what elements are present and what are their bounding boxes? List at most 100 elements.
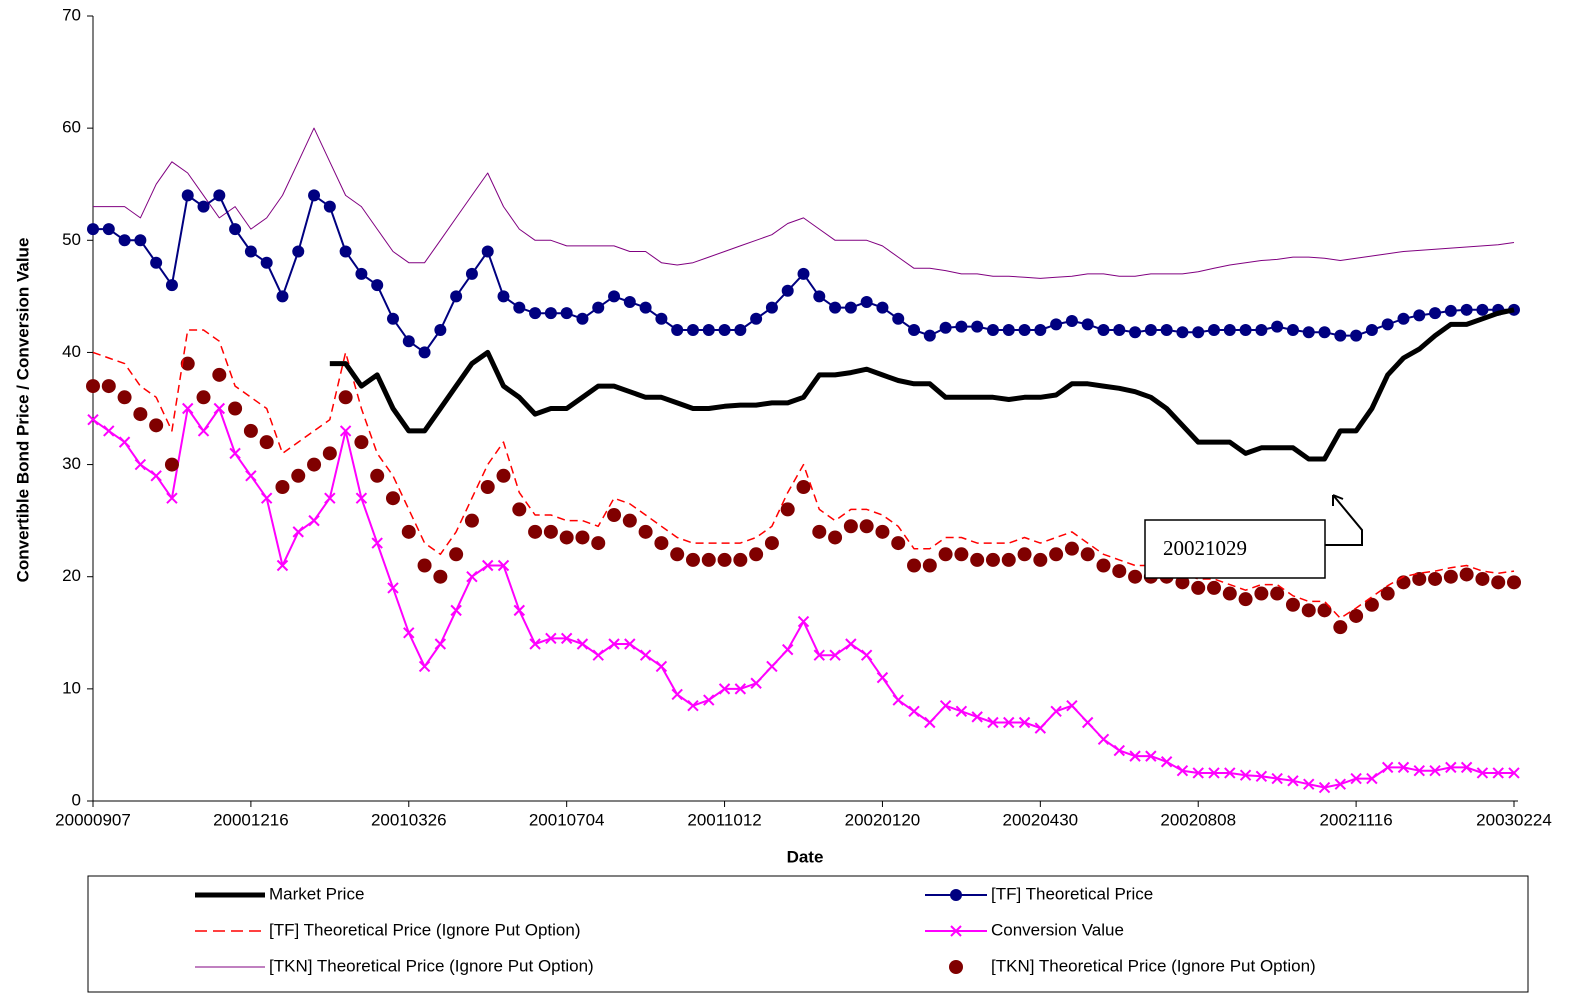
point-marker <box>1286 324 1299 336</box>
y-tick-label: 70 <box>62 5 81 24</box>
point-marker <box>339 425 352 437</box>
point-marker <box>150 470 162 482</box>
point-marker <box>971 320 984 333</box>
point-marker <box>276 559 289 572</box>
x-tick-label: 20020120 <box>845 810 921 829</box>
point-marker <box>1129 750 1141 762</box>
point-marker <box>750 677 762 689</box>
y-tick-label: 10 <box>62 678 81 697</box>
point-marker <box>213 189 226 202</box>
point-marker <box>245 470 257 482</box>
point-marker <box>385 491 400 506</box>
point-marker <box>418 346 431 359</box>
point-marker <box>608 290 621 303</box>
point-marker <box>1017 547 1032 562</box>
point-marker <box>449 547 464 562</box>
point-marker <box>433 569 448 584</box>
point-marker <box>576 638 589 650</box>
point-marker <box>450 290 463 303</box>
legend-label: [TF] Theoretical Price (Ignore Put Optio… <box>269 920 580 939</box>
point-marker <box>1301 603 1316 618</box>
point-marker <box>939 321 952 334</box>
annotation-arrow <box>1325 494 1363 546</box>
legend-marker <box>949 960 963 974</box>
point-marker <box>1459 567 1474 582</box>
point-marker <box>513 604 526 617</box>
point-marker <box>482 559 494 572</box>
point-marker <box>860 649 873 661</box>
point-marker <box>197 425 210 437</box>
point-marker <box>386 312 399 325</box>
point-marker <box>780 502 795 517</box>
point-marker <box>1254 586 1269 601</box>
point-marker <box>1381 318 1394 331</box>
point-marker <box>1507 575 1521 590</box>
point-marker <box>924 716 936 729</box>
point-marker <box>1239 324 1252 336</box>
point-marker <box>464 513 479 528</box>
point-marker <box>782 643 794 656</box>
point-marker <box>1192 767 1204 779</box>
point-marker <box>1113 744 1125 757</box>
point-marker <box>655 660 668 673</box>
point-marker <box>229 223 242 236</box>
point-marker <box>196 390 211 405</box>
point-marker <box>844 301 857 314</box>
point-marker <box>1018 324 1031 336</box>
point-marker <box>1081 716 1094 729</box>
point-marker <box>292 526 304 538</box>
point-marker <box>638 524 653 539</box>
point-marker <box>1443 569 1458 584</box>
point-marker <box>1208 767 1220 779</box>
point-marker <box>1081 318 1094 331</box>
point-marker <box>1255 324 1268 336</box>
point-marker <box>1033 552 1048 567</box>
point-marker <box>529 307 542 320</box>
point-marker <box>1287 775 1299 787</box>
point-marker <box>908 705 920 717</box>
point-marker <box>512 502 527 517</box>
point-marker <box>1350 329 1363 342</box>
point-marker <box>134 458 147 471</box>
point-marker <box>1412 571 1427 586</box>
point-marker <box>213 402 226 415</box>
point-marker <box>1066 699 1078 712</box>
point-marker <box>465 267 478 280</box>
point-marker <box>1001 552 1016 567</box>
point-marker <box>923 329 936 342</box>
point-marker <box>307 457 322 472</box>
point-marker <box>529 638 541 650</box>
point-marker <box>243 423 258 438</box>
point-marker <box>339 245 352 258</box>
point-marker <box>1097 324 1110 336</box>
point-marker <box>1318 326 1331 339</box>
point-marker <box>1129 326 1142 339</box>
y-tick-label: 40 <box>62 342 81 361</box>
point-marker <box>560 632 573 645</box>
point-marker <box>559 530 574 545</box>
point-marker <box>829 301 842 314</box>
legend-marker <box>950 925 962 937</box>
point-marker <box>1224 767 1236 779</box>
point-marker <box>1034 722 1047 734</box>
point-marker <box>1160 756 1173 768</box>
point-marker <box>481 245 494 258</box>
point-marker <box>1445 761 1457 774</box>
point-marker <box>1050 705 1062 717</box>
point-marker <box>291 468 306 483</box>
point-marker <box>686 324 699 336</box>
point-marker <box>954 547 969 562</box>
point-marker <box>324 492 336 504</box>
point-marker <box>796 480 811 494</box>
point-marker <box>1144 324 1157 336</box>
point-marker <box>418 660 431 673</box>
point-marker <box>892 312 905 325</box>
point-marker <box>1349 608 1364 623</box>
point-marker <box>86 379 100 394</box>
point-marker <box>260 492 273 504</box>
point-marker <box>1096 558 1111 573</box>
point-marker <box>1475 571 1490 586</box>
point-marker <box>829 649 841 661</box>
point-marker <box>466 571 478 583</box>
point-marker <box>1097 733 1110 746</box>
